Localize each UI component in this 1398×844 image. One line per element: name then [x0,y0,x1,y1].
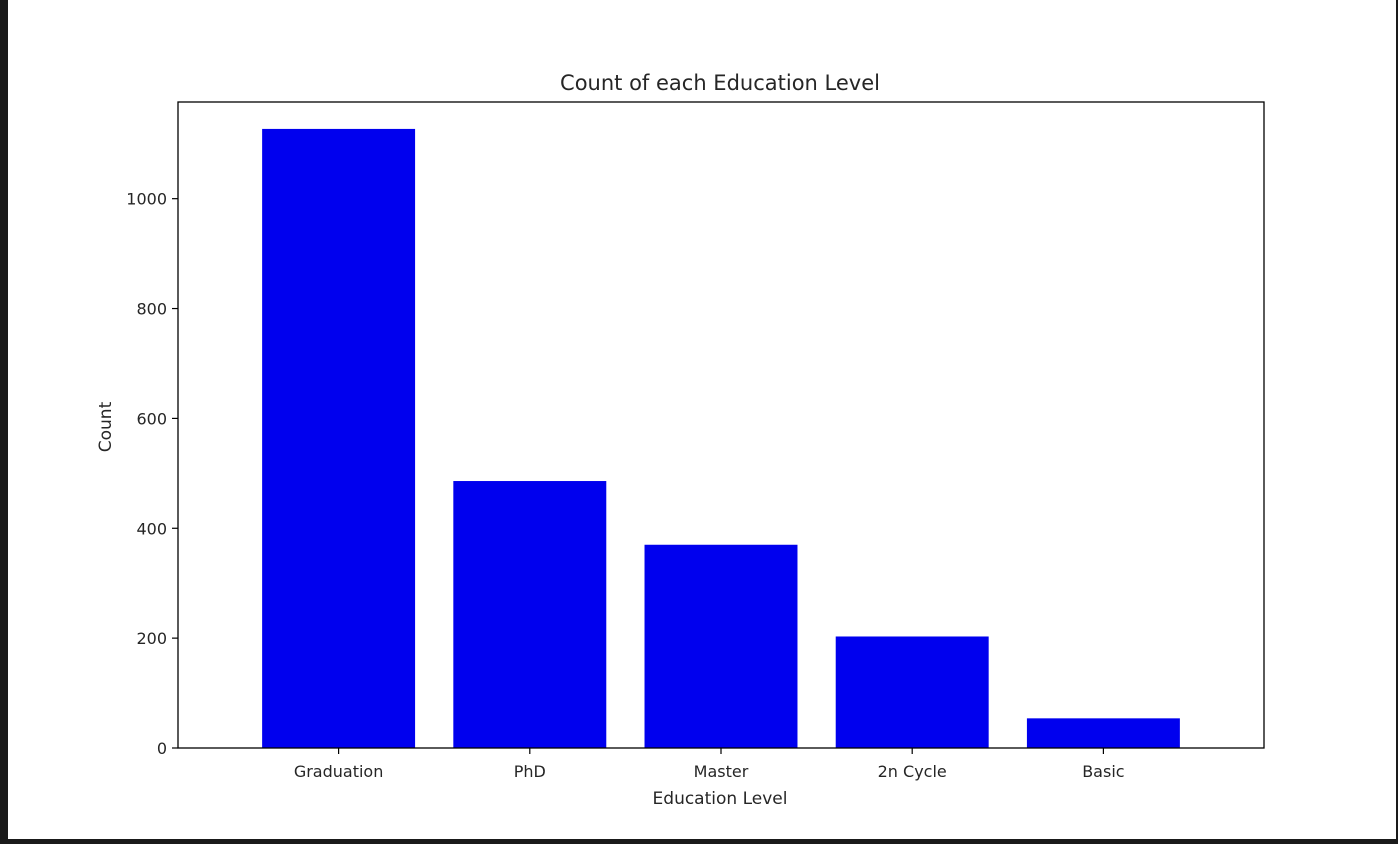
bar-phd [453,481,607,748]
x-tick-label: Graduation [294,762,384,781]
chart-title: Count of each Education Level [560,71,880,95]
y-tick-label: 200 [136,629,167,648]
x-tick-label: PhD [514,762,546,781]
y-tick-label: 400 [136,519,167,538]
figure-canvas: Count of each Education Level 0 200 400 600… [8,0,1396,839]
y-axis-label: Count [96,401,116,452]
y-tick-label: 600 [136,409,167,428]
bar-master [644,544,798,748]
y-tick-label: 1000 [126,190,167,209]
y-tick-label: 0 [157,739,167,758]
y-axis-ticks: 0 200 400 600 800 1000 [126,190,178,758]
bar-basic [1026,718,1180,748]
bar-2n-cycle [835,636,989,748]
x-tick-label: Master [694,762,749,781]
x-tick-label: Basic [1082,762,1124,781]
bar-graduation [262,128,416,748]
y-tick-label: 800 [136,300,167,319]
x-axis-label: Education Level [653,789,788,809]
bar-chart: Count of each Education Level 0 200 400 600… [96,71,1265,809]
x-tick-label: 2n Cycle [878,762,947,781]
x-axis-ticks: Graduation PhD Master 2n Cycle Basic [294,748,1125,781]
bars-group [262,128,1180,748]
plot-area-frame [177,101,1265,749]
